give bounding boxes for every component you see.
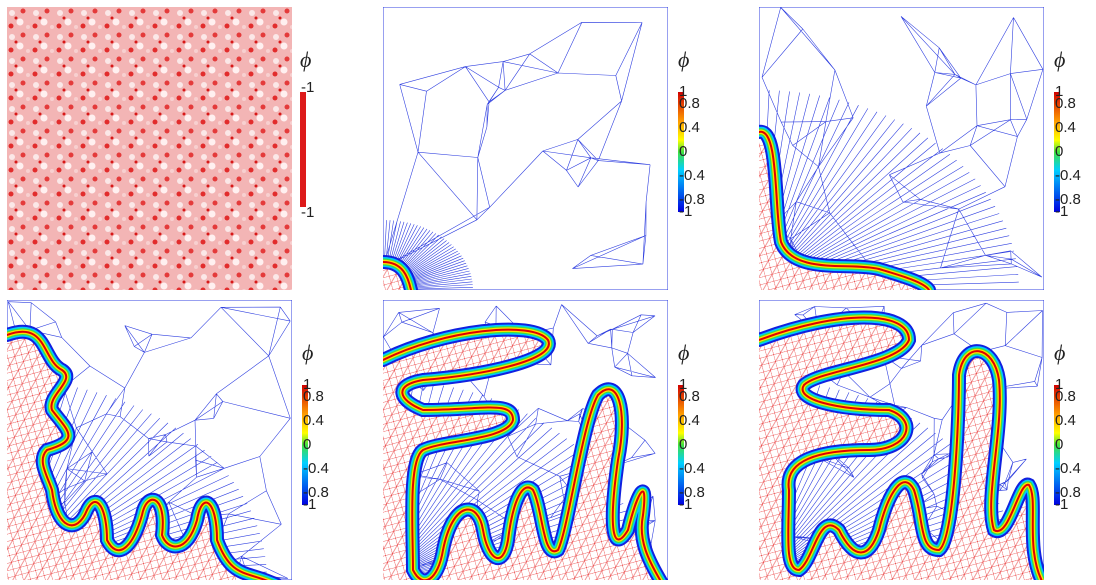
- colorbar-tick-label: 0.4: [679, 412, 700, 429]
- colorbar-tick-label: 0.4: [303, 412, 324, 429]
- colorbar: [678, 385, 684, 505]
- colorbar-tick-label: 0: [1055, 143, 1063, 160]
- colorbar-tick-label: 0: [679, 143, 687, 160]
- colorbar-tick-label: 0.8: [679, 95, 700, 112]
- colorbar: [678, 92, 684, 212]
- colorbar-tick-label: 0: [303, 436, 311, 453]
- colorbar-tick-label: 0: [1055, 436, 1063, 453]
- colorbar-tick-label: -0.8: [1055, 191, 1081, 208]
- colorbar-tick-label: -1: [1055, 203, 1068, 220]
- colorbar-tick-label: -1: [301, 79, 314, 96]
- colorbar-tick-label: 0.8: [303, 388, 324, 405]
- phase-region: [759, 131, 929, 290]
- colorbar-tick-label: -0.4: [303, 460, 329, 477]
- colorbar-tick-label: 0.4: [1055, 412, 1076, 429]
- mesh: [7, 7, 292, 290]
- colorbar-tick-label: 1: [303, 376, 311, 393]
- mesh: [759, 300, 1044, 580]
- colorbar: [1054, 385, 1060, 505]
- mesh: [7, 300, 292, 580]
- interface: [383, 261, 412, 290]
- panel: [7, 300, 292, 580]
- interface: [759, 130, 930, 290]
- colorbar-tick-label: 0.4: [679, 119, 700, 136]
- colorbar-tick-label: 0.8: [1055, 95, 1076, 112]
- colorbar-tick-label: -0.8: [1055, 484, 1081, 501]
- mesh: [759, 7, 1044, 290]
- mesh-lines: [383, 22, 651, 290]
- colorbar-tick-label: -1: [679, 496, 692, 513]
- colorbar-tick-label: 1: [1055, 376, 1063, 393]
- colorbar-symbol: ϕ: [1054, 47, 1065, 72]
- colorbar-tick-label: -0.8: [679, 484, 705, 501]
- colorbar-tick-label: -1: [679, 203, 692, 220]
- colorbar-symbol: ϕ: [300, 47, 311, 72]
- colorbar-symbol: ϕ: [302, 340, 313, 365]
- interface: [759, 316, 1043, 580]
- mesh-field: [7, 7, 292, 290]
- colorbar-tick-label: 0.4: [1055, 119, 1076, 136]
- colorbar-tick-label: 1: [1055, 83, 1063, 100]
- colorbar-tick-label: 0.8: [679, 388, 700, 405]
- colorbar-tick-label: 1: [679, 376, 687, 393]
- panel: [759, 300, 1044, 580]
- panel: [383, 300, 668, 580]
- panel: [383, 7, 668, 290]
- mesh-bg: [759, 7, 1044, 290]
- mesh: [383, 7, 668, 290]
- colorbar-symbol: ϕ: [678, 47, 689, 72]
- colorbar-tick-label: -1: [1055, 496, 1068, 513]
- colorbar-tick-label: 0: [679, 436, 687, 453]
- colorbar-symbol: ϕ: [1054, 340, 1065, 365]
- panel: [7, 7, 292, 290]
- mesh-lines: [7, 301, 291, 580]
- colorbar-tick-label: -0.4: [679, 167, 705, 184]
- colorbar-tick-label: -1: [301, 204, 314, 221]
- colorbar-tick-label: -0.8: [679, 191, 705, 208]
- interface: [383, 328, 662, 580]
- colorbar: [302, 385, 308, 505]
- mesh-lines: [759, 7, 1044, 290]
- colorbar-tick-label: 0.8: [1055, 388, 1076, 405]
- phase-region: [759, 317, 1042, 580]
- colorbar: [1054, 92, 1060, 212]
- colorbar-tick-label: -1: [303, 496, 316, 513]
- phase-region: [383, 329, 661, 580]
- interface: [7, 330, 269, 580]
- colorbar-tick-label: -0.4: [1055, 460, 1081, 477]
- colorbar: [300, 92, 306, 207]
- colorbar-tick-label: -0.4: [1055, 167, 1081, 184]
- colorbar-symbol: ϕ: [678, 340, 689, 365]
- panel: [759, 7, 1044, 290]
- mesh: [383, 300, 668, 580]
- colorbar-tick-label: 1: [679, 83, 687, 100]
- colorbar-tick-label: -0.4: [679, 460, 705, 477]
- colorbar-tick-label: -0.8: [303, 484, 329, 501]
